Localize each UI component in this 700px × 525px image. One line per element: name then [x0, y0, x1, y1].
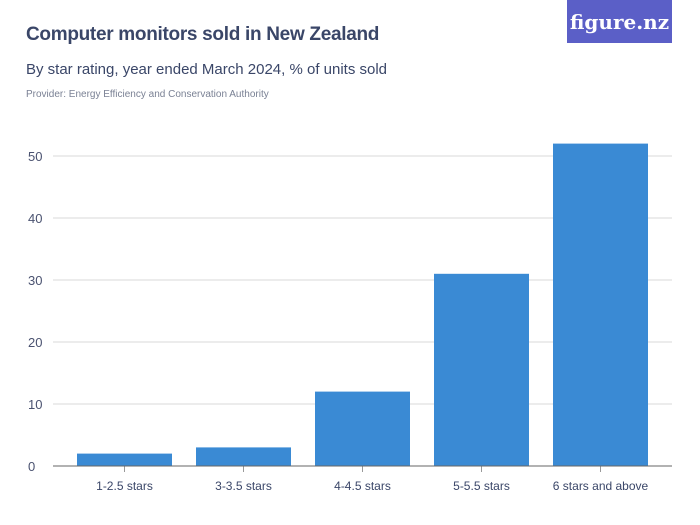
bar [196, 447, 291, 466]
y-tick-label: 50 [28, 149, 42, 164]
bar [434, 273, 529, 466]
bar [315, 391, 410, 466]
provider-note: Provider: Energy Efficiency and Conserva… [26, 89, 269, 100]
chart-title: Computer monitors sold in New Zealand [26, 24, 380, 45]
x-tick-label: 1-2.5 stars [96, 479, 153, 493]
y-tick-label: 10 [28, 397, 42, 412]
x-tick-label: 4-4.5 stars [334, 479, 391, 493]
y-tick-label: 40 [28, 211, 42, 226]
chart-subtitle: By star rating, year ended March 2024, %… [26, 61, 388, 78]
x-tick-label: 5-5.5 stars [453, 479, 510, 493]
y-tick-label: 30 [28, 273, 42, 288]
figure-nz-logo[interactable]: figure.nz [567, 0, 672, 43]
y-tick-label: 20 [28, 335, 42, 350]
bar [553, 143, 648, 466]
x-tick-label: 3-3.5 stars [215, 479, 272, 493]
bar [77, 453, 172, 466]
x-tick-label: 6 stars and above [553, 479, 649, 493]
y-tick-label: 0 [28, 459, 35, 474]
